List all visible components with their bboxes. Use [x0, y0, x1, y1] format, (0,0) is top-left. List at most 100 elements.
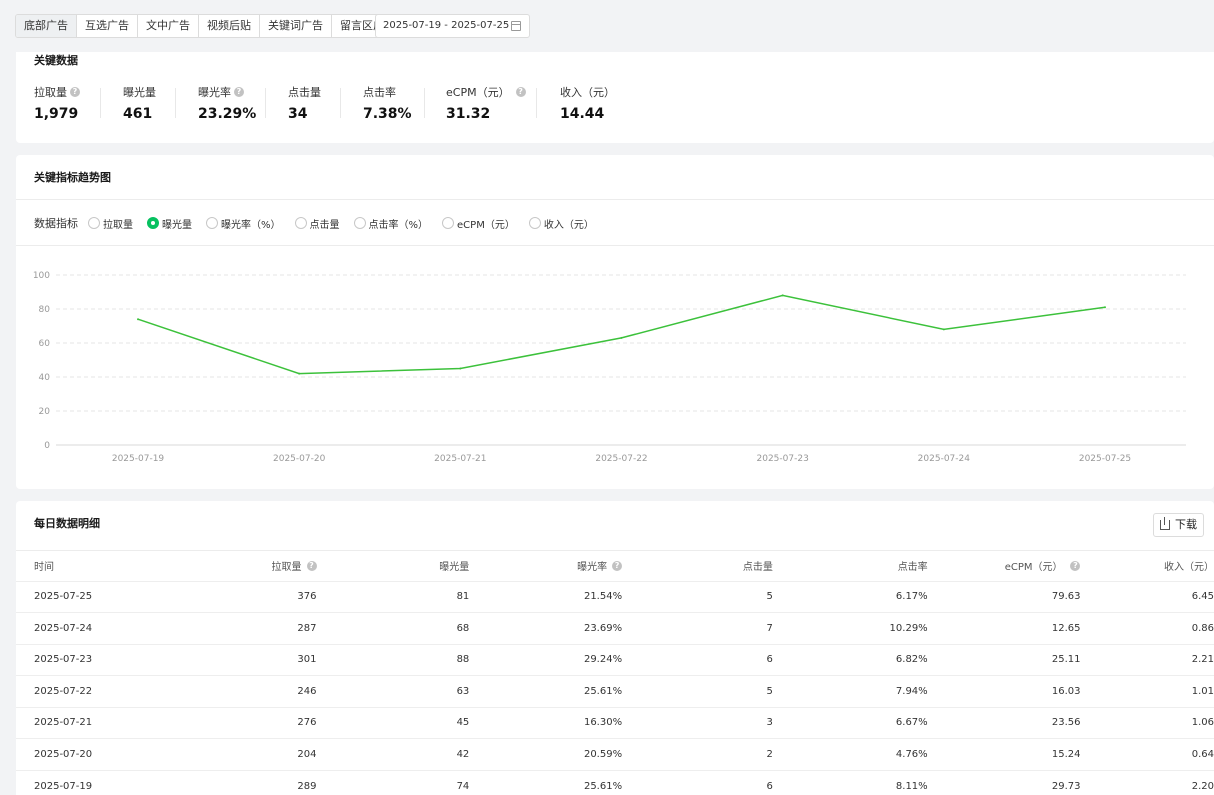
- x-tick-label: 2025-07-25: [1079, 454, 1131, 464]
- x-tick-label: 2025-07-21: [434, 454, 486, 464]
- radio-revenue[interactable]: 收入（元）: [528, 216, 594, 231]
- table-row: 2025-07-25 376 81 21.54% 5 6.17% 79.63 6.45: [16, 580, 1214, 613]
- table-row: 2025-07-23 301 88 29.24% 6 6.82% 25.11 2.21: [16, 643, 1214, 676]
- table-cell: 25.11: [927, 643, 1081, 676]
- daily-table: 时间 拉取量? 曝光量 曝光率? 点击量 点击率 eCPM（元）? 收入（元） …: [16, 551, 1214, 795]
- tab-bottom-ad[interactable]: 底部广告: [16, 15, 77, 37]
- metric-value: 7.38%: [363, 106, 412, 122]
- date-range-picker[interactable]: 2025-07-19 - 2025-07-25: [375, 14, 530, 38]
- data-point[interactable]: [1104, 306, 1106, 309]
- divider: [340, 88, 341, 118]
- table-cell: 287: [168, 612, 317, 644]
- divider: [100, 88, 101, 118]
- tab-video-post-ad[interactable]: 视频后贴: [199, 15, 260, 37]
- table-cell: 2.21: [1080, 643, 1214, 676]
- table-cell: 376: [168, 580, 317, 613]
- x-tick-label: 2025-07-22: [595, 454, 647, 464]
- radio-icon: [88, 217, 100, 229]
- table-cell: 6.17%: [772, 580, 928, 613]
- table-cell: 0.86: [1080, 612, 1214, 644]
- radio-icon: [353, 217, 366, 229]
- col-clicks: 点击量: [742, 562, 773, 574]
- table-cell: 63: [316, 675, 470, 707]
- radio-exposure-rate[interactable]: 曝光率（%）: [206, 216, 281, 231]
- table-cell: 6: [622, 643, 773, 676]
- table-cell: 6: [622, 769, 773, 795]
- tab-in-article-ad[interactable]: 文中广告: [138, 15, 199, 37]
- table-cell: 79.63: [927, 580, 1081, 613]
- download-button[interactable]: 下载: [1153, 513, 1204, 537]
- y-tick-label: 100: [33, 271, 50, 281]
- data-point[interactable]: [620, 336, 623, 339]
- col-ecpm: eCPM（元）?: [928, 551, 1081, 581]
- divider: [16, 199, 1214, 200]
- radio-ecpm[interactable]: eCPM（元）: [442, 216, 515, 231]
- table-cell: 1.01: [1080, 675, 1214, 707]
- data-point[interactable]: [137, 318, 139, 321]
- data-point[interactable]: [781, 294, 784, 297]
- col-exposure: 曝光量: [439, 562, 470, 574]
- table-cell: 204: [168, 738, 317, 770]
- x-tick-label: 2025-07-19: [112, 454, 165, 464]
- metric-exposure-rate: 曝光率? 23.29%: [198, 84, 256, 122]
- data-point[interactable]: [298, 372, 301, 375]
- table-cell: 23.69%: [469, 612, 623, 644]
- radio-icon: [442, 217, 455, 229]
- metric-value: 34: [288, 106, 308, 122]
- divider: [424, 88, 425, 118]
- metric-label: 点击率: [363, 86, 396, 99]
- table-cell: 10.29%: [772, 612, 928, 644]
- help-icon[interactable]: ?: [1070, 560, 1081, 571]
- table-cell: 4.76%: [772, 738, 928, 770]
- x-tick-label: 2025-07-24: [918, 454, 971, 464]
- help-icon[interactable]: ?: [70, 87, 80, 97]
- table-cell: 16.30%: [469, 706, 623, 739]
- table-row: 2025-07-22 246 63 25.61% 5 7.94% 16.03 1.01: [16, 675, 1214, 707]
- y-tick-label: 0: [44, 441, 50, 451]
- metric-label: 曝光量: [123, 86, 156, 99]
- table-cell: 0.64: [1080, 738, 1214, 770]
- metric-label: 曝光率: [198, 86, 231, 99]
- radio-clicks[interactable]: 点击量: [294, 216, 340, 231]
- y-tick-label: 60: [39, 339, 51, 349]
- metric-label: 收入（元）: [560, 86, 615, 99]
- radio-click-rate[interactable]: 点击率（%）: [353, 216, 428, 231]
- help-icon[interactable]: ?: [234, 87, 244, 97]
- ad-type-tabs: 底部广告 互选广告 文中广告 视频后贴 关键词广告 留言区广告: [15, 14, 404, 38]
- table-cell: 2025-07-25: [16, 580, 169, 613]
- metric-revenue: 收入（元） 14.44: [560, 84, 615, 122]
- metric-value: 14.44: [560, 106, 605, 122]
- table-cell: 1.06: [1080, 706, 1214, 739]
- data-point[interactable]: [459, 367, 462, 370]
- help-icon[interactable]: ?: [306, 560, 317, 571]
- metric-value: 461: [123, 106, 153, 122]
- y-tick-label: 40: [39, 373, 51, 383]
- top-bar: 底部广告 互选广告 文中广告 视频后贴 关键词广告 留言区广告 2025-07-…: [0, 0, 1214, 52]
- metric-exposure: 曝光量 461: [123, 84, 156, 122]
- x-tick-label: 2025-07-20: [273, 454, 326, 464]
- divider: [16, 245, 1214, 246]
- help-icon[interactable]: ?: [515, 87, 526, 97]
- table-row: 2025-07-21 276 45 16.30% 3 6.67% 23.56 1.06: [16, 706, 1214, 739]
- divider: [536, 88, 537, 118]
- radio-exposure[interactable]: 曝光量: [147, 216, 192, 231]
- table-cell: 12.65: [927, 612, 1081, 644]
- metric-label: 拉取量: [34, 86, 67, 99]
- table-cell: 2025-07-21: [16, 706, 169, 739]
- table-cell: 29.73: [927, 769, 1081, 795]
- table-row: 2025-07-24 287 68 23.69% 7 10.29% 12.65 0.86: [16, 612, 1214, 644]
- radio-icon: [528, 217, 541, 229]
- help-icon[interactable]: ?: [612, 560, 623, 571]
- divider: [265, 88, 266, 118]
- data-point[interactable]: [942, 328, 945, 331]
- table-cell: 29.24%: [469, 643, 623, 676]
- tab-keyword-ad[interactable]: 关键词广告: [260, 15, 332, 37]
- radio-pull[interactable]: 拉取量: [88, 216, 133, 231]
- table-cell: 2025-07-20: [16, 738, 169, 770]
- table-cell: 88: [316, 643, 470, 676]
- table-cell: 6.45: [1080, 580, 1214, 613]
- key-data-title: 关键数据: [34, 54, 78, 67]
- y-tick-label: 80: [39, 305, 51, 315]
- tab-mutual-ad[interactable]: 互选广告: [77, 15, 138, 37]
- table-cell: 6.82%: [772, 643, 928, 676]
